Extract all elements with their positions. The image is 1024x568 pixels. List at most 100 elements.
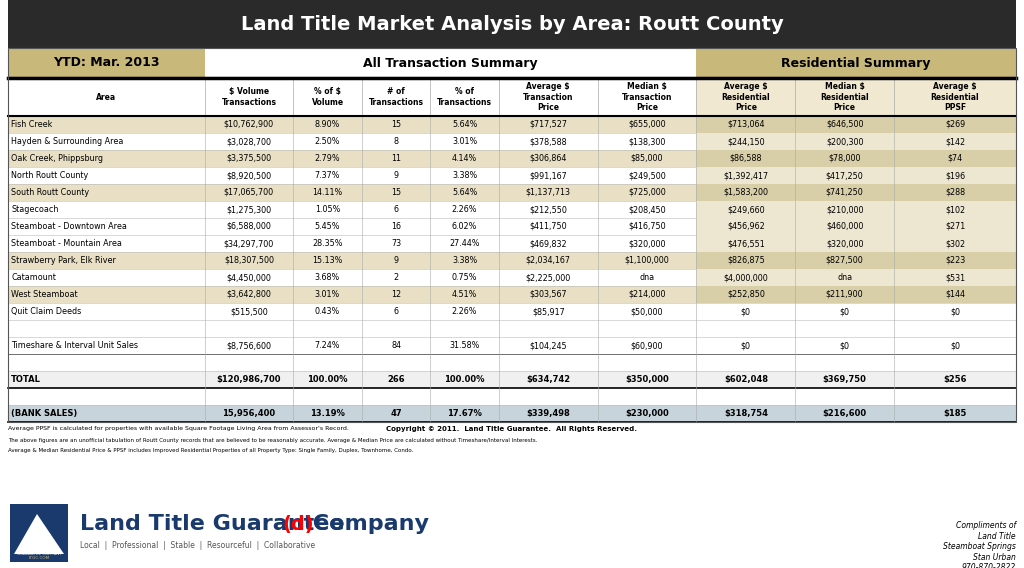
Text: $50,000: $50,000 bbox=[631, 307, 664, 316]
Text: $531: $531 bbox=[945, 273, 965, 282]
Text: 0.43%: 0.43% bbox=[315, 307, 340, 316]
Text: Median $
Transaction
Price: Median $ Transaction Price bbox=[622, 82, 673, 112]
Text: $725,000: $725,000 bbox=[628, 188, 666, 197]
Bar bbox=[696, 78, 1016, 116]
Text: West Steamboat: West Steamboat bbox=[11, 290, 78, 299]
Text: Strawberry Park, Elk River: Strawberry Park, Elk River bbox=[11, 256, 116, 265]
Text: Quit Claim Deeds: Quit Claim Deeds bbox=[11, 307, 81, 316]
Text: (d): (d) bbox=[282, 515, 313, 534]
Bar bbox=[696, 150, 1016, 167]
Bar bbox=[8, 184, 1016, 201]
Text: 6: 6 bbox=[393, 205, 398, 214]
Text: $320,000: $320,000 bbox=[826, 239, 863, 248]
Bar bbox=[8, 235, 1016, 252]
Text: $211,900: $211,900 bbox=[825, 290, 863, 299]
Text: 5.45%: 5.45% bbox=[314, 222, 340, 231]
Text: 73: 73 bbox=[391, 239, 401, 248]
Text: dna: dna bbox=[640, 273, 654, 282]
Text: $102: $102 bbox=[945, 205, 965, 214]
Text: $85,000: $85,000 bbox=[631, 154, 664, 163]
Text: $741,250: $741,250 bbox=[825, 188, 863, 197]
Bar bbox=[696, 133, 1016, 150]
Text: $244,150: $244,150 bbox=[727, 137, 765, 146]
Text: Steamboat - Mountain Area: Steamboat - Mountain Area bbox=[11, 239, 122, 248]
Bar bbox=[8, 218, 1016, 235]
Text: $1,392,417: $1,392,417 bbox=[723, 171, 768, 180]
Text: 3.38%: 3.38% bbox=[452, 256, 477, 265]
Text: $1,275,300: $1,275,300 bbox=[226, 205, 271, 214]
Text: Stagecoach: Stagecoach bbox=[11, 205, 58, 214]
Text: North Routt County: North Routt County bbox=[11, 171, 88, 180]
Text: Land Title Guarantee: Land Title Guarantee bbox=[80, 514, 344, 534]
Text: $460,000: $460,000 bbox=[826, 222, 863, 231]
Text: $8,756,600: $8,756,600 bbox=[226, 341, 271, 350]
Text: $417,250: $417,250 bbox=[825, 171, 863, 180]
Text: 28.35%: 28.35% bbox=[312, 239, 343, 248]
Text: $256: $256 bbox=[943, 375, 967, 384]
Text: $350,000: $350,000 bbox=[626, 375, 669, 384]
Text: 47: 47 bbox=[390, 409, 401, 418]
Text: $1,583,200: $1,583,200 bbox=[723, 188, 768, 197]
Text: $208,450: $208,450 bbox=[629, 205, 666, 214]
Text: 0.75%: 0.75% bbox=[452, 273, 477, 282]
Bar bbox=[8, 320, 1016, 337]
Bar bbox=[696, 167, 1016, 184]
Text: $196: $196 bbox=[945, 171, 965, 180]
Bar bbox=[8, 116, 1016, 133]
Text: $6,588,000: $6,588,000 bbox=[226, 222, 271, 231]
Text: 11: 11 bbox=[391, 154, 401, 163]
Text: 13.19%: 13.19% bbox=[310, 409, 345, 418]
Text: $456,962: $456,962 bbox=[727, 222, 765, 231]
Bar bbox=[8, 167, 1016, 184]
Text: $230,000: $230,000 bbox=[626, 409, 669, 418]
Text: 2.26%: 2.26% bbox=[452, 307, 477, 316]
Text: % of $
Volume: % of $ Volume bbox=[311, 87, 344, 107]
Text: 15.13%: 15.13% bbox=[312, 256, 343, 265]
Text: 266: 266 bbox=[387, 375, 404, 384]
Text: GUARANTEE COMPANY: GUARANTEE COMPANY bbox=[16, 552, 61, 556]
Text: $138,300: $138,300 bbox=[629, 137, 666, 146]
Text: Company: Company bbox=[305, 514, 429, 534]
Text: Fish Creek: Fish Creek bbox=[11, 120, 52, 129]
Text: $655,000: $655,000 bbox=[629, 120, 666, 129]
Text: South Routt County: South Routt County bbox=[11, 188, 89, 197]
Text: 4.14%: 4.14% bbox=[452, 154, 477, 163]
Bar bbox=[8, 252, 1016, 269]
Text: $8,920,500: $8,920,500 bbox=[226, 171, 271, 180]
Text: % of
Transactions: % of Transactions bbox=[437, 87, 493, 107]
Text: $185: $185 bbox=[943, 409, 967, 418]
Text: $86,588: $86,588 bbox=[730, 154, 762, 163]
Text: $144: $144 bbox=[945, 290, 965, 299]
Bar bbox=[8, 286, 1016, 303]
Text: $634,742: $634,742 bbox=[526, 375, 570, 384]
Text: 6.02%: 6.02% bbox=[452, 222, 477, 231]
Text: $142: $142 bbox=[945, 137, 965, 146]
Bar bbox=[205, 48, 696, 78]
Text: Land Title: Land Title bbox=[24, 545, 54, 550]
Text: 7.24%: 7.24% bbox=[314, 341, 340, 350]
Text: 17.67%: 17.67% bbox=[447, 409, 482, 418]
Text: $646,500: $646,500 bbox=[826, 120, 863, 129]
Text: dna: dna bbox=[837, 273, 852, 282]
Text: $120,986,700: $120,986,700 bbox=[217, 375, 282, 384]
Bar bbox=[696, 252, 1016, 269]
Bar bbox=[8, 201, 1016, 218]
Text: $214,000: $214,000 bbox=[629, 290, 666, 299]
Text: Area: Area bbox=[96, 93, 117, 102]
Text: 15,956,400: 15,956,400 bbox=[222, 409, 275, 418]
Text: $271: $271 bbox=[945, 222, 966, 231]
Bar bbox=[696, 116, 1016, 133]
Text: $339,498: $339,498 bbox=[526, 409, 570, 418]
Text: $18,307,500: $18,307,500 bbox=[224, 256, 273, 265]
Text: $306,864: $306,864 bbox=[529, 154, 567, 163]
Text: $104,245: $104,245 bbox=[529, 341, 567, 350]
Text: TOTAL: TOTAL bbox=[11, 375, 41, 384]
Text: 8: 8 bbox=[393, 137, 398, 146]
Bar bbox=[696, 184, 1016, 201]
Text: The above figures are an unofficial tabulation of Routt County records that are : The above figures are an unofficial tabu… bbox=[8, 438, 538, 443]
Text: 9: 9 bbox=[393, 171, 398, 180]
Text: $2,034,167: $2,034,167 bbox=[525, 256, 570, 265]
Text: $515,500: $515,500 bbox=[230, 307, 268, 316]
Bar bbox=[8, 455, 1016, 566]
Bar bbox=[8, 405, 1016, 422]
